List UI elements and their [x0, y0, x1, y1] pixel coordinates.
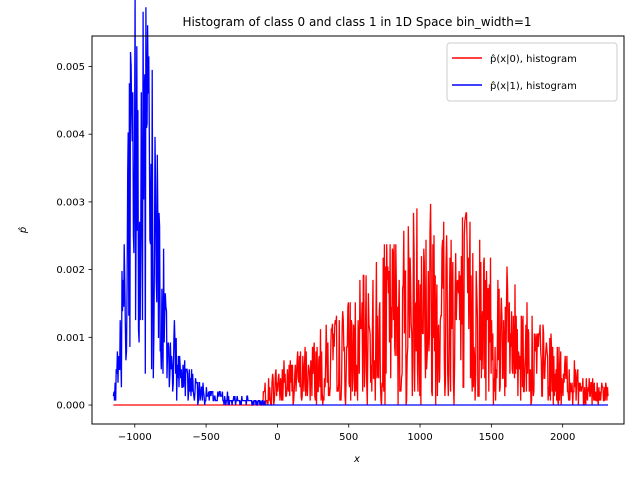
x-tick-label: −500: [192, 432, 219, 443]
axes-frame: [91, 35, 625, 425]
x-tick-label: 1500: [479, 432, 504, 443]
y-axis-label: p̂: [17, 227, 29, 235]
y-tick-label: 0.004: [56, 130, 85, 141]
series-line-0: [113, 203, 609, 406]
y-tick-label: 0.002: [56, 265, 85, 276]
x-axis-label: x: [353, 454, 360, 465]
chart-title: Histogram of class 0 and class 1 in 1D S…: [182, 15, 531, 29]
y-tick-label: 0.005: [56, 62, 85, 73]
x-tick-label: −1000: [118, 432, 152, 443]
legend-label-class1: p̂(x|1), histogram: [490, 80, 577, 92]
plot-area: [112, 0, 609, 406]
legend: p̂(x|0), histogram p̂(x|1), histogram: [446, 42, 618, 102]
x-tick-label: 1000: [407, 432, 432, 443]
legend-box: [446, 42, 618, 102]
x-tick-label: 2000: [550, 432, 575, 443]
y-tick-label: 0.001: [56, 333, 85, 344]
x-axis: −1000 −500 0 500 1000 1500 2000: [118, 424, 575, 443]
y-axis: 0.000 0.001 0.002 0.003 0.004 0.005: [56, 62, 92, 412]
legend-label-class0: p̂(x|0), histogram: [490, 53, 577, 65]
x-tick-label: 0: [274, 432, 280, 443]
y-tick-label: 0.000: [56, 401, 85, 412]
x-tick-label: 500: [339, 432, 358, 443]
series-line-1: [112, 0, 608, 406]
y-tick-label: 0.003: [56, 197, 85, 208]
